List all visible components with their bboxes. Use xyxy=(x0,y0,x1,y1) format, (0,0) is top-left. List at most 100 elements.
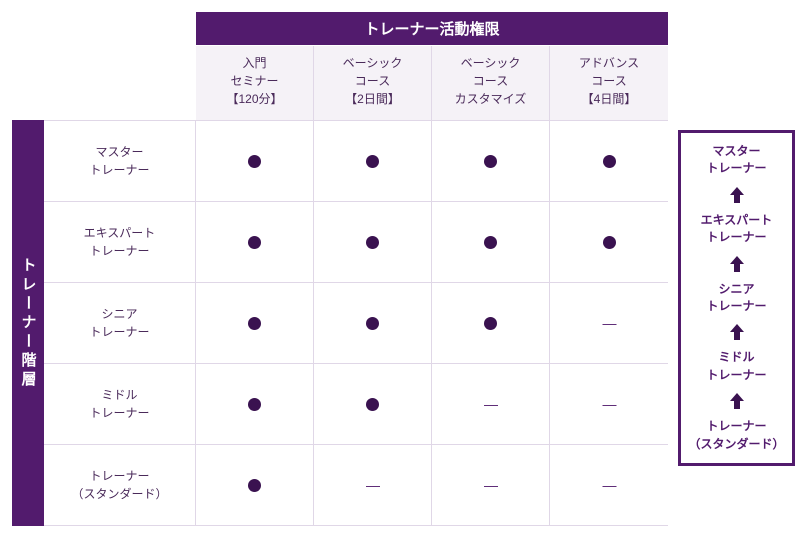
row-label-line: ミドル xyxy=(101,388,137,402)
row-label: トレーナー （スタンダード） xyxy=(44,445,196,525)
row-label-line: エキスパート xyxy=(84,226,156,240)
col-head-line: カスタマイズ xyxy=(455,92,527,106)
cell xyxy=(550,202,668,282)
cell xyxy=(432,283,550,363)
table-row: ミドルトレーナー ― ― xyxy=(44,363,668,444)
col-head-1: ベーシック コース 【2日間】 xyxy=(314,46,432,120)
ladder-line: トレーナー xyxy=(706,419,766,433)
cell xyxy=(432,202,550,282)
column-headers: 入門 セミナー 【120分】 ベーシック コース 【2日間】 ベーシック コース… xyxy=(12,46,668,120)
cell xyxy=(432,121,550,201)
table-row: エキスパートトレーナー xyxy=(44,201,668,282)
row-label-line: トレーナー xyxy=(89,469,149,483)
row-label-line: （スタンダード） xyxy=(71,487,167,501)
ladder-line: ミドル xyxy=(718,350,754,364)
col-head-line: セミナー xyxy=(230,74,278,88)
dash-icon: ― xyxy=(366,477,379,493)
col-head-line: コース xyxy=(591,74,626,88)
col-head-line: 【2日間】 xyxy=(345,92,400,106)
dash-icon: ― xyxy=(603,315,616,331)
dot-icon xyxy=(248,155,261,168)
header-row: トレーナー活動権限 xyxy=(12,12,668,46)
col-head-line: 入門 xyxy=(242,56,266,70)
ladder-line: トレーナー xyxy=(706,161,766,175)
col-head-line: 【4日間】 xyxy=(582,92,637,106)
row-label-line: トレーナー xyxy=(89,406,149,420)
ladder-item: ミドルトレーナー xyxy=(685,349,788,384)
dash-icon: ― xyxy=(484,396,497,412)
col-head-line: コース xyxy=(355,74,390,88)
col-head-0: 入門 セミナー 【120分】 xyxy=(196,46,314,120)
ladder-line: トレーナー xyxy=(706,368,766,382)
dash-icon: ― xyxy=(603,477,616,493)
ladder-line: マスター xyxy=(712,144,760,158)
dot-icon xyxy=(484,155,497,168)
table-row: マスタートレーナー xyxy=(44,120,668,201)
cell xyxy=(196,283,314,363)
cell xyxy=(196,121,314,201)
cell: ― xyxy=(432,364,550,444)
dot-icon xyxy=(484,317,497,330)
cell: ― xyxy=(550,283,668,363)
table-row: シニアトレーナー ― xyxy=(44,282,668,363)
row-label-line: シニア xyxy=(101,307,137,321)
ladder-line: トレーナー xyxy=(706,230,766,244)
dot-icon xyxy=(248,398,261,411)
row-label-line: トレーナー xyxy=(89,244,149,258)
row-label-line: トレーナー xyxy=(89,325,149,339)
cell: ― xyxy=(550,445,668,525)
cell xyxy=(196,202,314,282)
sidebar-title: トレーナー階層 xyxy=(12,120,44,526)
col-left-blank xyxy=(12,46,196,120)
matrix-table: トレーナー活動権限 入門 セミナー 【120分】 ベーシック コース 【2日間】… xyxy=(12,12,668,526)
cell xyxy=(550,121,668,201)
col-head-line: ベーシック xyxy=(343,56,403,70)
dash-icon: ― xyxy=(484,477,497,493)
ladder-line: （スタンダード） xyxy=(688,437,784,451)
cell: ― xyxy=(550,364,668,444)
rows-container: マスタートレーナーエキスパートトレーナーシニアトレーナー―ミドルトレーナー――ト… xyxy=(44,120,668,526)
ladder-item: シニアトレーナー xyxy=(685,281,788,316)
col-head-line: コース xyxy=(473,74,508,88)
dot-icon xyxy=(248,317,261,330)
cell: ― xyxy=(314,445,432,525)
cell xyxy=(314,283,432,363)
ladder-line: エキスパート xyxy=(701,213,773,227)
page-root: トレーナー活動権限 入門 セミナー 【120分】 ベーシック コース 【2日間】… xyxy=(12,12,795,526)
col-head-line: 【120分】 xyxy=(226,92,282,106)
arrow-up-icon xyxy=(685,384,788,418)
dash-icon: ― xyxy=(603,396,616,412)
dot-icon xyxy=(603,236,616,249)
dot-icon xyxy=(366,398,379,411)
dot-icon xyxy=(366,317,379,330)
cell xyxy=(196,364,314,444)
dot-icon xyxy=(248,236,261,249)
row-label: シニアトレーナー xyxy=(44,283,196,363)
header-title: トレーナー活動権限 xyxy=(196,12,668,46)
ladder-line: トレーナー xyxy=(706,299,766,313)
ladder-item: トレーナー （スタンダード） xyxy=(685,418,788,453)
dot-icon xyxy=(248,479,261,492)
row-label: ミドルトレーナー xyxy=(44,364,196,444)
dot-icon xyxy=(366,236,379,249)
ladder-item: マスタートレーナー xyxy=(685,143,788,178)
corner-blank xyxy=(12,12,196,46)
row-label-line: トレーナー xyxy=(89,163,149,177)
dot-icon xyxy=(366,155,379,168)
cell xyxy=(314,121,432,201)
row-label: マスタートレーナー xyxy=(44,121,196,201)
col-head-3: アドバンス コース 【4日間】 xyxy=(550,46,668,120)
col-head-line: ベーシック xyxy=(461,56,521,70)
col-head-line: アドバンス xyxy=(579,56,639,70)
row-label-line: マスター xyxy=(95,145,143,159)
ladder-line: シニア xyxy=(718,282,754,296)
cell xyxy=(314,364,432,444)
row-label: エキスパートトレーナー xyxy=(44,202,196,282)
table-row: トレーナー （スタンダード） ― ― ― xyxy=(44,444,668,526)
arrow-up-icon xyxy=(685,315,788,349)
arrow-up-icon xyxy=(685,247,788,281)
dot-icon xyxy=(484,236,497,249)
cell: ― xyxy=(432,445,550,525)
dot-icon xyxy=(603,155,616,168)
body: トレーナー階層 マスタートレーナーエキスパートトレーナーシニアトレーナー―ミドル… xyxy=(12,120,668,526)
